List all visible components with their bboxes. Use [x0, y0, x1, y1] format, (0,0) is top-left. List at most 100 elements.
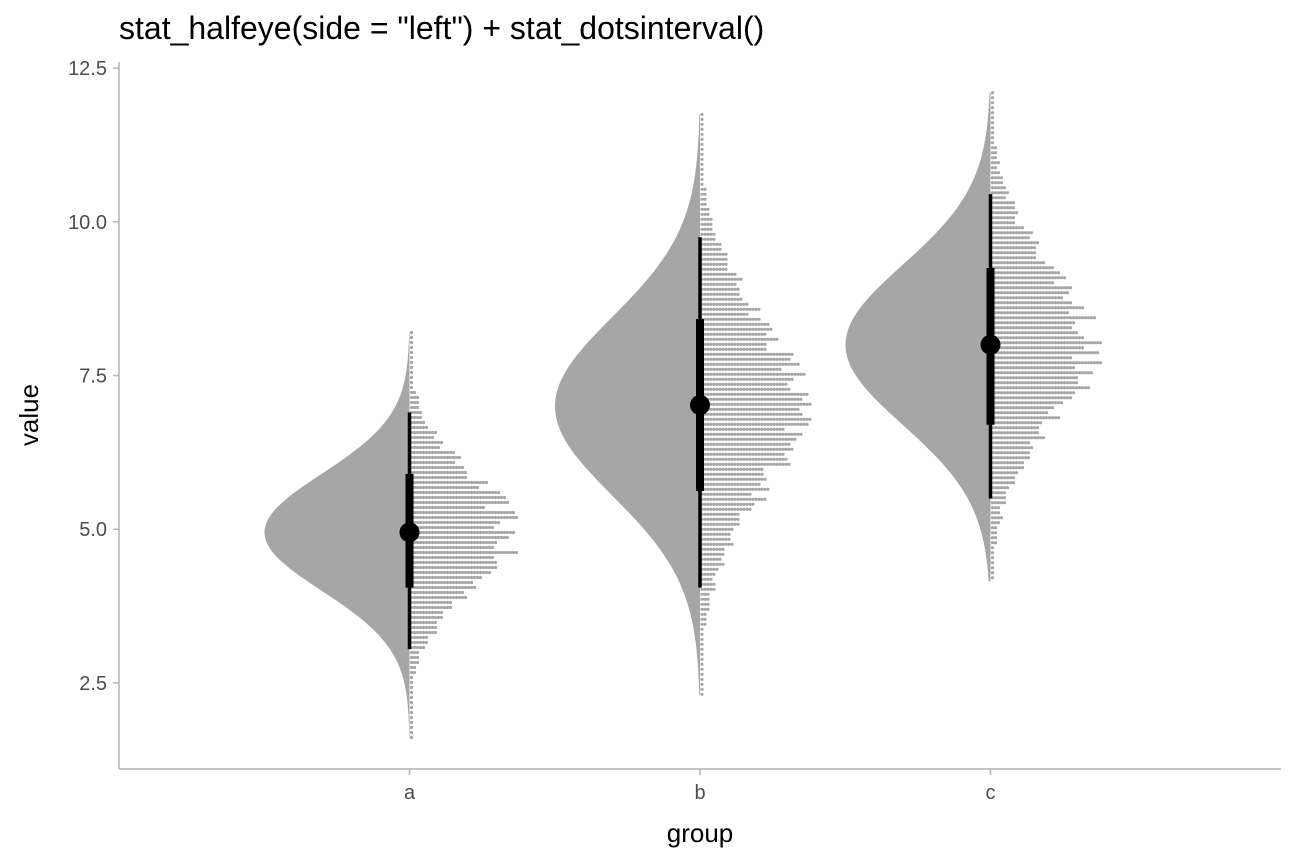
dot — [1002, 231, 1007, 235]
dot — [993, 301, 998, 305]
dot — [1035, 426, 1040, 430]
dot — [448, 470, 453, 475]
dot — [775, 387, 779, 391]
y-tick-label: 10.0 — [68, 212, 107, 234]
dot — [1038, 421, 1043, 425]
dot — [730, 312, 734, 316]
dot — [412, 555, 417, 560]
dot — [1002, 351, 1007, 355]
dot — [1062, 381, 1067, 385]
dot — [475, 550, 480, 555]
dot — [990, 521, 995, 525]
dot — [793, 422, 797, 426]
dot — [418, 460, 423, 465]
dot — [496, 515, 501, 520]
dot — [1017, 396, 1022, 400]
dot — [1059, 321, 1064, 325]
dot — [775, 382, 779, 386]
dot — [784, 417, 788, 421]
dot — [748, 352, 752, 356]
dot — [703, 352, 707, 356]
dot — [1041, 381, 1046, 385]
dot — [706, 582, 710, 586]
dot — [718, 542, 722, 546]
dot — [463, 560, 468, 565]
dot — [481, 530, 486, 535]
dot — [454, 495, 459, 500]
dot — [730, 362, 734, 366]
dot — [715, 322, 719, 326]
dot — [727, 282, 731, 286]
dot — [439, 535, 444, 540]
dot — [412, 440, 417, 445]
dot — [1032, 266, 1037, 270]
dot — [1038, 326, 1043, 330]
dot — [1095, 361, 1100, 365]
dot — [445, 505, 450, 510]
dot — [439, 470, 444, 475]
dot — [1017, 441, 1022, 445]
dot — [703, 417, 707, 421]
dot — [772, 387, 776, 391]
dot — [739, 392, 743, 396]
dot — [1032, 426, 1037, 430]
dot — [706, 367, 710, 371]
dot — [1035, 316, 1040, 320]
dot — [745, 472, 749, 476]
dot — [787, 442, 791, 446]
dot — [757, 437, 761, 441]
dot — [781, 392, 785, 396]
dot — [718, 377, 722, 381]
dot — [463, 575, 468, 580]
dot — [412, 565, 417, 570]
dot — [999, 276, 1004, 280]
dot — [436, 600, 441, 605]
dot — [502, 500, 507, 505]
dot — [439, 575, 444, 580]
dot — [1017, 261, 1022, 265]
dot — [730, 407, 734, 411]
dot — [418, 495, 423, 500]
dot — [1029, 266, 1034, 270]
dot — [990, 181, 995, 185]
dot — [757, 412, 761, 416]
dot — [700, 227, 704, 231]
dot — [1029, 231, 1034, 235]
dot — [700, 637, 704, 641]
dot — [751, 477, 755, 481]
dot — [1014, 441, 1019, 445]
dot — [703, 577, 707, 581]
dot — [739, 507, 743, 511]
dot — [430, 465, 435, 470]
dot — [1029, 311, 1034, 315]
dot — [1053, 356, 1058, 360]
dot — [1035, 371, 1040, 375]
dot — [742, 387, 746, 391]
dot — [1002, 296, 1007, 300]
dot — [754, 332, 758, 336]
dot — [1005, 251, 1010, 255]
dot — [996, 411, 1001, 415]
dot — [754, 337, 758, 341]
dot — [439, 455, 444, 460]
dot — [706, 232, 710, 236]
dot — [442, 570, 447, 575]
dot — [730, 387, 734, 391]
dot — [703, 247, 707, 251]
dot — [715, 307, 719, 311]
dot — [739, 447, 743, 451]
dot — [1014, 346, 1019, 350]
dot — [1005, 246, 1010, 250]
dot — [1080, 361, 1085, 365]
dot — [460, 520, 465, 525]
dot — [1062, 291, 1067, 295]
dot — [1086, 386, 1091, 390]
dot — [1026, 376, 1031, 380]
dot — [1041, 396, 1046, 400]
dot — [1005, 411, 1010, 415]
dot — [1002, 331, 1007, 335]
dot — [1053, 316, 1058, 320]
dot — [996, 191, 1001, 195]
dot — [751, 432, 755, 436]
dot — [787, 357, 791, 361]
